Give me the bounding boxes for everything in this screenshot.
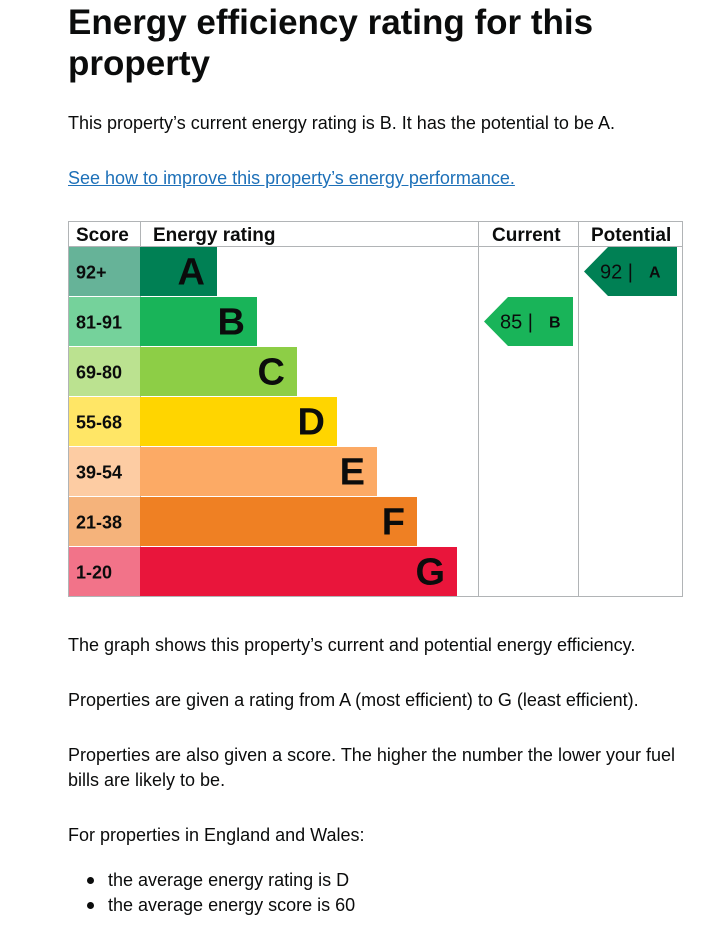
rating-letter-g: G [415, 552, 445, 594]
england-wales-intro: For properties in England and Wales: [68, 825, 365, 845]
score-cell-a [69, 247, 140, 296]
average-score-item: the average energy score is 60 [68, 893, 355, 918]
score-range-b: 81-91 [76, 313, 122, 333]
rating-letter-f: F [382, 502, 405, 544]
score-range-e: 39-54 [76, 463, 122, 483]
header-score: Score [76, 225, 129, 246]
score-cell-d [69, 397, 140, 446]
score-cell-c [69, 347, 140, 396]
rating-bar-d [140, 397, 337, 446]
score-range-d: 55-68 [76, 413, 122, 433]
chart-headers: Score Energy rating Current Potential [76, 225, 671, 246]
graph-explanation: The graph shows this property’s current … [68, 635, 636, 655]
rating-bar-e [140, 447, 377, 496]
header-current: Current [492, 225, 561, 246]
header-potential: Potential [591, 225, 671, 246]
average-rating-item: the average energy rating is D [68, 868, 355, 893]
improve-energy-link[interactable]: See how to improve this property’s energ… [68, 168, 515, 188]
energy-rating-chart: Score Energy rating Current Potential 92+ A8… [68, 221, 683, 597]
rating-bar-c [140, 347, 297, 396]
score-range-a: 92+ [76, 263, 107, 283]
rating-letter-c: C [258, 352, 285, 394]
potential-rating-arrow [584, 247, 677, 296]
score-explanation: Properties are also given a score. The h… [68, 745, 675, 790]
rating-explanation: Properties are given a rating from A (mo… [68, 690, 639, 710]
chart-bands: 92+ A 81-91 B 69-80 C 55-68 D 39-54 E 21-38 F 1-20 G [69, 247, 457, 596]
chart-frame [68, 221, 683, 597]
rating-letter-b: B [218, 302, 245, 344]
score-cell-e [69, 447, 140, 496]
score-range-g: 1-20 [76, 563, 112, 583]
score-cell-b [69, 297, 140, 346]
score-range-c: 69-80 [76, 363, 122, 383]
averages-list: the average energy rating is D the avera… [68, 868, 355, 918]
rating-letter-a: A [178, 252, 205, 294]
potential-rating-letter: A [649, 265, 661, 282]
header-energy-rating: Energy rating [153, 225, 275, 246]
rating-letter-e: E [340, 452, 365, 494]
rating-letter-d: D [298, 402, 325, 444]
current-rating-arrow [484, 297, 573, 346]
rating-bar-g [140, 547, 457, 596]
score-cell-g [69, 547, 140, 596]
score-cell-f [69, 497, 140, 546]
current-rating-score: 85 | [500, 312, 533, 334]
rating-bar-b [140, 297, 257, 346]
chart-indicators: 85 | B 92 | A [484, 247, 677, 346]
potential-rating-score: 92 | [600, 262, 633, 284]
score-range-f: 21-38 [76, 513, 122, 533]
rating-bar-a [140, 247, 217, 296]
rating-bar-f [140, 497, 417, 546]
intro-text: This property’s current energy rating is… [68, 113, 615, 133]
page-title: Energy efficiency rating for this proper… [68, 3, 594, 83]
current-rating-letter: B [549, 315, 561, 332]
